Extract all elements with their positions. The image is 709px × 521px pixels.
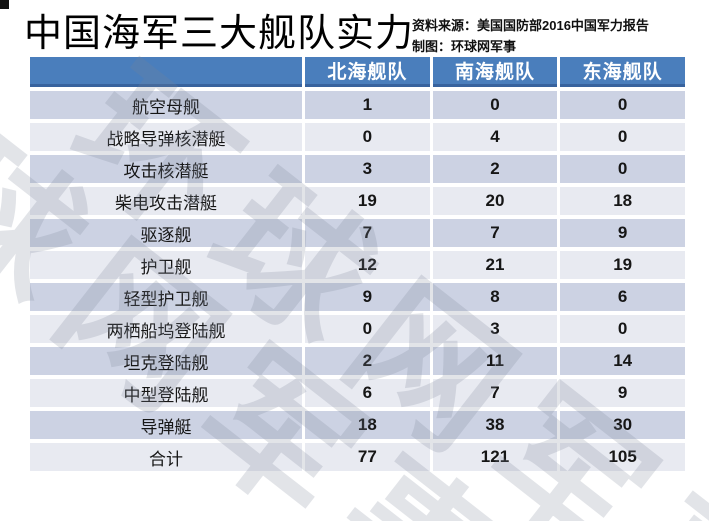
cell-value: 18	[305, 411, 430, 439]
cell-value: 4	[432, 123, 558, 151]
column-header-blank	[30, 57, 302, 87]
cell-value: 2	[305, 347, 430, 375]
cell-value: 0	[432, 91, 558, 119]
source-block: 资料来源：美国国防部2016中国军力报告 制图：环球网军事	[412, 15, 649, 57]
total-cell-value: 77	[305, 443, 430, 471]
cell-value: 7	[432, 379, 558, 407]
cell-value: 7	[432, 219, 558, 247]
cell-value: 18	[560, 187, 685, 215]
row-label: 航空母舰	[30, 91, 302, 119]
total-cell-value: 105	[560, 443, 685, 471]
credit-line: 制图：环球网军事	[412, 39, 517, 54]
cell-value: 9	[560, 219, 685, 247]
cell-value: 12	[305, 251, 430, 279]
cell-value: 6	[560, 283, 685, 311]
row-label: 中型登陆舰	[30, 379, 302, 407]
column-header-east-sea-fleet: 东海舰队	[560, 57, 685, 87]
cell-value: 20	[432, 187, 558, 215]
cell-value: 8	[432, 283, 558, 311]
cell-value: 30	[560, 411, 685, 439]
cell-value: 14	[560, 347, 685, 375]
row-label: 轻型护卫舰	[30, 283, 302, 311]
cell-value: 0	[560, 155, 685, 183]
cell-value: 19	[305, 187, 430, 215]
fleet-table: 北海舰队 南海舰队 东海舰队 航空母舰 1 0 0 战略导弹核潜艇 0 4 0 攻击核潜艇 3 2 0…	[30, 57, 685, 471]
row-label: 柴电攻击潜艇	[30, 187, 302, 215]
cell-value: 0	[305, 123, 430, 151]
cell-value: 3	[432, 315, 558, 343]
cell-value: 0	[560, 91, 685, 119]
row-label: 护卫舰	[30, 251, 302, 279]
cell-value: 19	[560, 251, 685, 279]
row-label: 两栖船坞登陆舰	[30, 315, 302, 343]
row-label: 驱逐舰	[30, 219, 302, 247]
cell-value: 11	[432, 347, 558, 375]
page-title: 中国海军三大舰队实力	[24, 13, 415, 55]
cell-value: 0	[305, 315, 430, 343]
cell-value: 9	[305, 283, 430, 311]
cell-value: 6	[305, 379, 430, 407]
cell-value: 3	[305, 155, 430, 183]
cell-value: 0	[560, 315, 685, 343]
total-row-label: 合计	[30, 443, 302, 471]
cell-value: 38	[432, 411, 558, 439]
row-label: 坦克登陆舰	[30, 347, 302, 375]
cell-value: 21	[432, 251, 558, 279]
column-header-north-sea-fleet: 北海舰队	[305, 57, 430, 87]
row-label: 战略导弹核潜艇	[30, 123, 302, 151]
column-header-south-sea-fleet: 南海舰队	[432, 57, 558, 87]
corner-mark	[0, 0, 9, 9]
cell-value: 9	[560, 379, 685, 407]
cell-value: 7	[305, 219, 430, 247]
row-label: 导弹艇	[30, 411, 302, 439]
cell-value: 2	[432, 155, 558, 183]
row-label: 攻击核潜艇	[30, 155, 302, 183]
cell-value: 1	[305, 91, 430, 119]
source-line: 资料来源：美国国防部2016中国军力报告	[412, 18, 649, 33]
cell-value: 0	[560, 123, 685, 151]
total-cell-value: 121	[432, 443, 558, 471]
